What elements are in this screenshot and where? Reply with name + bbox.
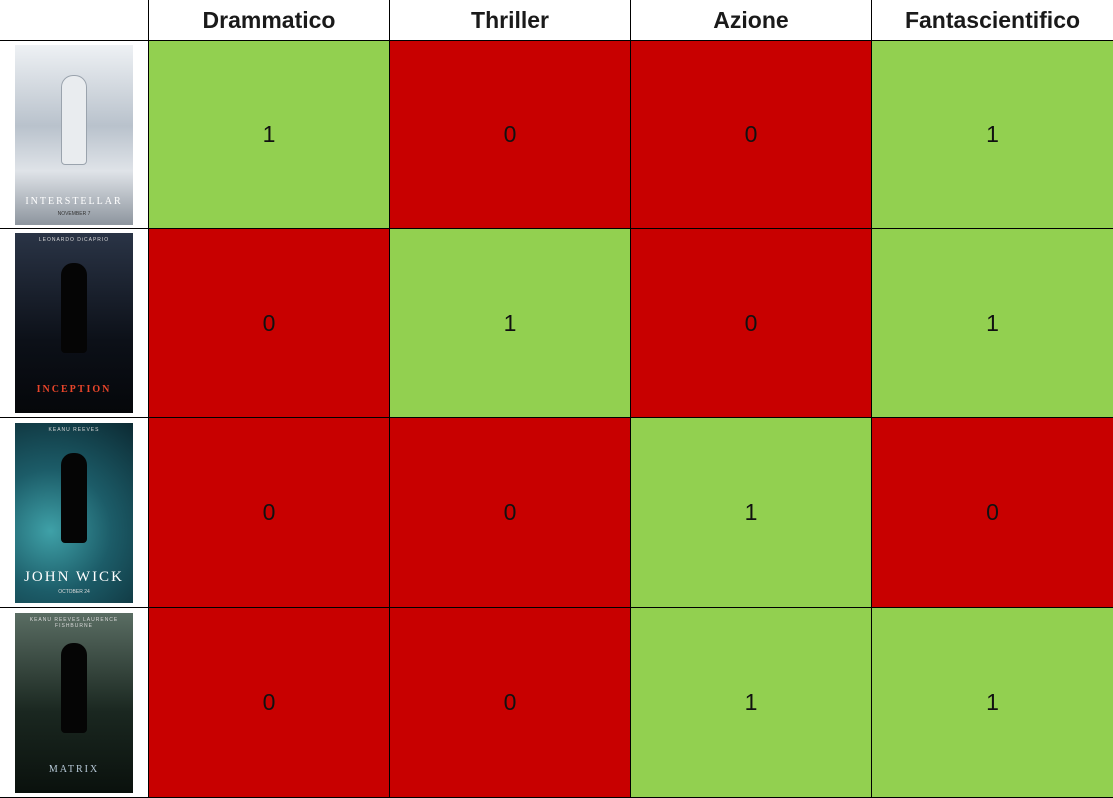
genre-cell-drammatico: 1: [148, 41, 389, 229]
genre-cell-thriller: 0: [389, 418, 630, 608]
column-header-fantascientifico: Fantascientifico: [871, 0, 1113, 41]
poster-cell: INTERSTELLAR NOVEMBER 7: [0, 41, 148, 229]
genre-cell-drammatico: 0: [148, 229, 389, 418]
genre-cell-azione: 0: [630, 41, 871, 229]
poster-title: INTERSTELLAR: [25, 195, 123, 207]
city-poster-image: LEONARDO DiCAPRIO INCEPTION: [15, 233, 133, 413]
poster-cell: KEANU REEVES LAURENCE FISHBURNE MATRIX: [0, 608, 148, 798]
genre-cell-drammatico: 0: [148, 418, 389, 608]
poster-title: INCEPTION: [36, 384, 112, 395]
astronaut-poster-image: INTERSTELLAR NOVEMBER 7: [15, 44, 133, 225]
genre-cell-azione: 1: [630, 608, 871, 798]
genre-cell-drammatico: 0: [148, 608, 389, 798]
figure-silhouette: [61, 263, 87, 353]
genre-cell-fantascientifico: 1: [871, 41, 1113, 229]
genre-cell-fantascientifico: 1: [871, 608, 1113, 798]
genre-cell-fantascientifico: 0: [871, 418, 1113, 608]
genre-cell-thriller: 1: [389, 229, 630, 418]
poster-bottom-text: NOVEMBER 7: [57, 210, 91, 217]
gunman-poster-image: KEANU REEVES JOHN WICK OCTOBER 24: [15, 422, 133, 603]
poster-title: MATRIX: [48, 763, 100, 775]
column-header-azione: Azione: [630, 0, 871, 41]
genre-cell-thriller: 0: [389, 41, 630, 229]
genre-cell-azione: 1: [630, 418, 871, 608]
column-header-thriller: Thriller: [389, 0, 630, 41]
poster-cell: LEONARDO DiCAPRIO INCEPTION: [0, 229, 148, 418]
genre-cell-fantascientifico: 1: [871, 229, 1113, 418]
group-poster-image: KEANU REEVES LAURENCE FISHBURNE MATRIX: [15, 612, 133, 793]
column-header-drammatico: Drammatico: [148, 0, 389, 41]
header-corner: [0, 0, 148, 41]
poster-title: JOHN WICK: [24, 568, 124, 585]
figure-silhouette: [61, 642, 87, 733]
poster-cell: KEANU REEVES JOHN WICK OCTOBER 24: [0, 418, 148, 608]
genre-cell-azione: 0: [630, 229, 871, 418]
poster-top-text: KEANU REEVES LAURENCE FISHBURNE: [29, 616, 119, 629]
poster-top-text: KEANU REEVES: [48, 426, 100, 433]
figure-silhouette: [61, 452, 87, 543]
poster-top-text: LEONARDO DiCAPRIO: [38, 237, 110, 243]
poster-bottom-text: OCTOBER 24: [58, 588, 90, 595]
genre-cell-thriller: 0: [389, 608, 630, 798]
figure-silhouette: [61, 74, 87, 165]
